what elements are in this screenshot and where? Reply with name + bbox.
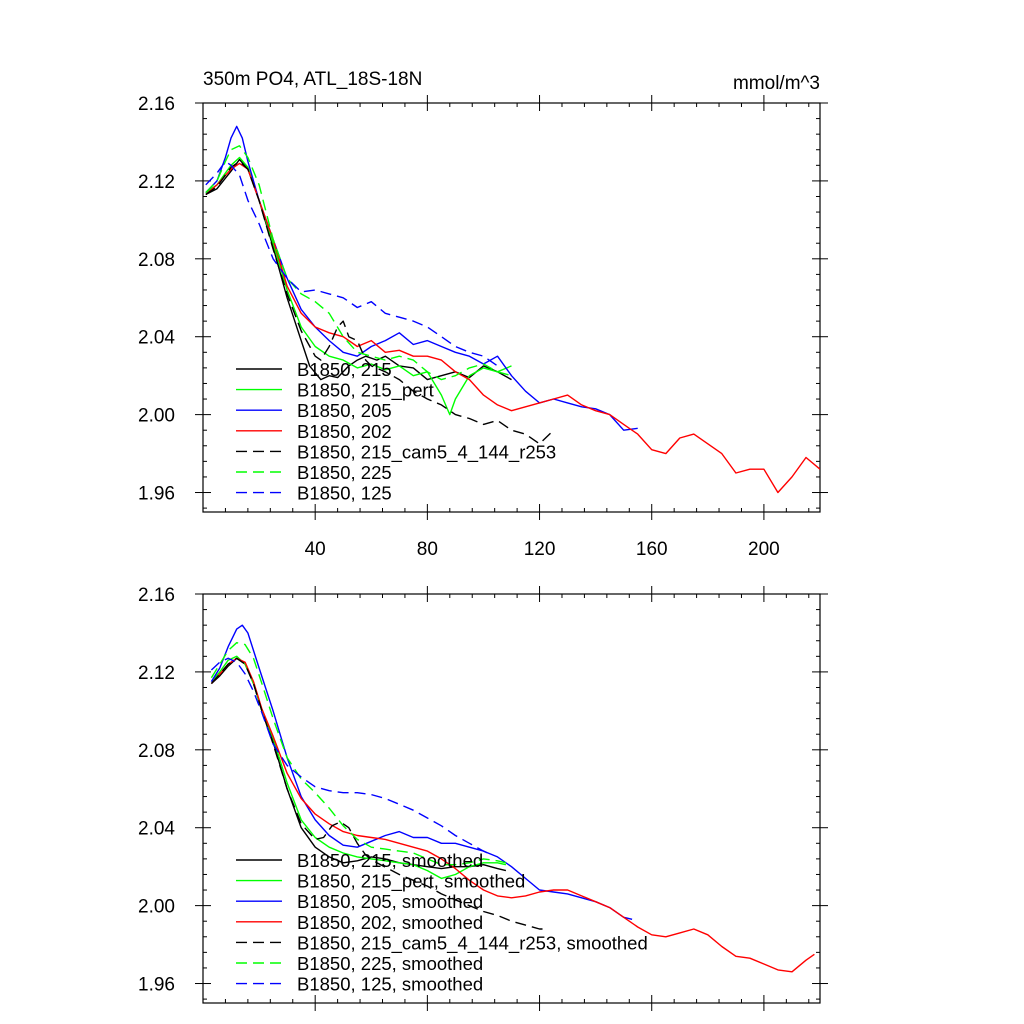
top-legend-label-4: B1850, 215_cam5_4_144_r253 [297,441,556,463]
bottom-legend-label-0: B1850, 215, smoothed [297,850,483,871]
bottom-series-line-6 [210,657,493,856]
bottom-series-line-4 [210,657,548,930]
bottom-panel: 1.96 2.00 2.04 2.08 2.12 2.16 B1850, 215, smoo… [138,585,828,1011]
top-series-line-3 [205,162,820,494]
chart-title: 350m PO4, ATL_18S-18N [203,69,422,90]
top-legend-label-2: B1850, 205 [297,400,392,421]
top-series-line-4 [205,160,555,445]
top-series-line-6 [205,160,498,367]
top-legend-label-6: B1850, 125 [297,483,392,504]
bottom-series-line-1 [210,655,507,880]
top-legend-label-3: B1850, 202 [297,421,392,442]
top-series-line-5 [205,145,512,381]
bottom-plot-frame [202,593,821,1004]
top-y-tick-label: 2.00 [138,406,175,427]
top-x-tick-label: 120 [524,539,556,560]
bottom-legend-label-6: B1850, 125, smoothed [297,974,483,995]
units-label: mmol/m^3 [733,73,820,94]
top-x-tick-label: 160 [636,539,668,560]
bottom-legend-label-3: B1850, 202, smoothed [297,912,483,933]
bottom-series-line-3 [210,657,815,973]
top-y-tick-label: 1.96 [138,484,175,505]
bottom-y-tick-label: 2.04 [138,819,175,840]
bottom-series-line-2 [210,624,633,920]
bottom-legend-label-4: B1850, 215_cam5_4_144_r253, smoothed [297,932,648,954]
bottom-series-line-5 [210,642,507,866]
top-y-tick-label: 2.04 [138,328,175,349]
top-x-tick-label: 40 [305,539,326,560]
bottom-y-tick-label: 2.08 [138,741,175,762]
bottom-y-tick-label: 2.12 [138,663,175,684]
top-y-tick-label: 2.16 [138,94,175,115]
bottom-y-tick-label: 2.00 [138,897,175,918]
bottom-legend-label-1: B1850, 215_pert, smoothed [297,871,525,893]
top-x-tick-label: 80 [417,539,438,560]
bottom-legend-label-2: B1850, 205, smoothed [297,891,483,912]
top-series-line-2 [205,125,638,431]
top-y-tick-label: 2.12 [138,172,175,193]
top-x-tick-label: 200 [748,539,780,560]
top-y-tick-label: 2.08 [138,250,175,271]
top-legend-label-0: B1850, 215 [297,359,392,380]
top-panel: 1.96 2.00 2.04 2.08 2.12 2.16 40 80 120 160 200 B18… [138,94,828,560]
bottom-y-tick-label: 2.16 [138,585,175,606]
top-series-line-1 [205,156,512,416]
bottom-legend-label-5: B1850, 225, smoothed [297,953,483,974]
top-legend-label-5: B1850, 225 [297,462,392,483]
top-legend-label-1: B1850, 215_pert [297,380,434,402]
bottom-y-tick-label: 1.96 [138,975,175,996]
top-plot-frame [202,102,821,513]
